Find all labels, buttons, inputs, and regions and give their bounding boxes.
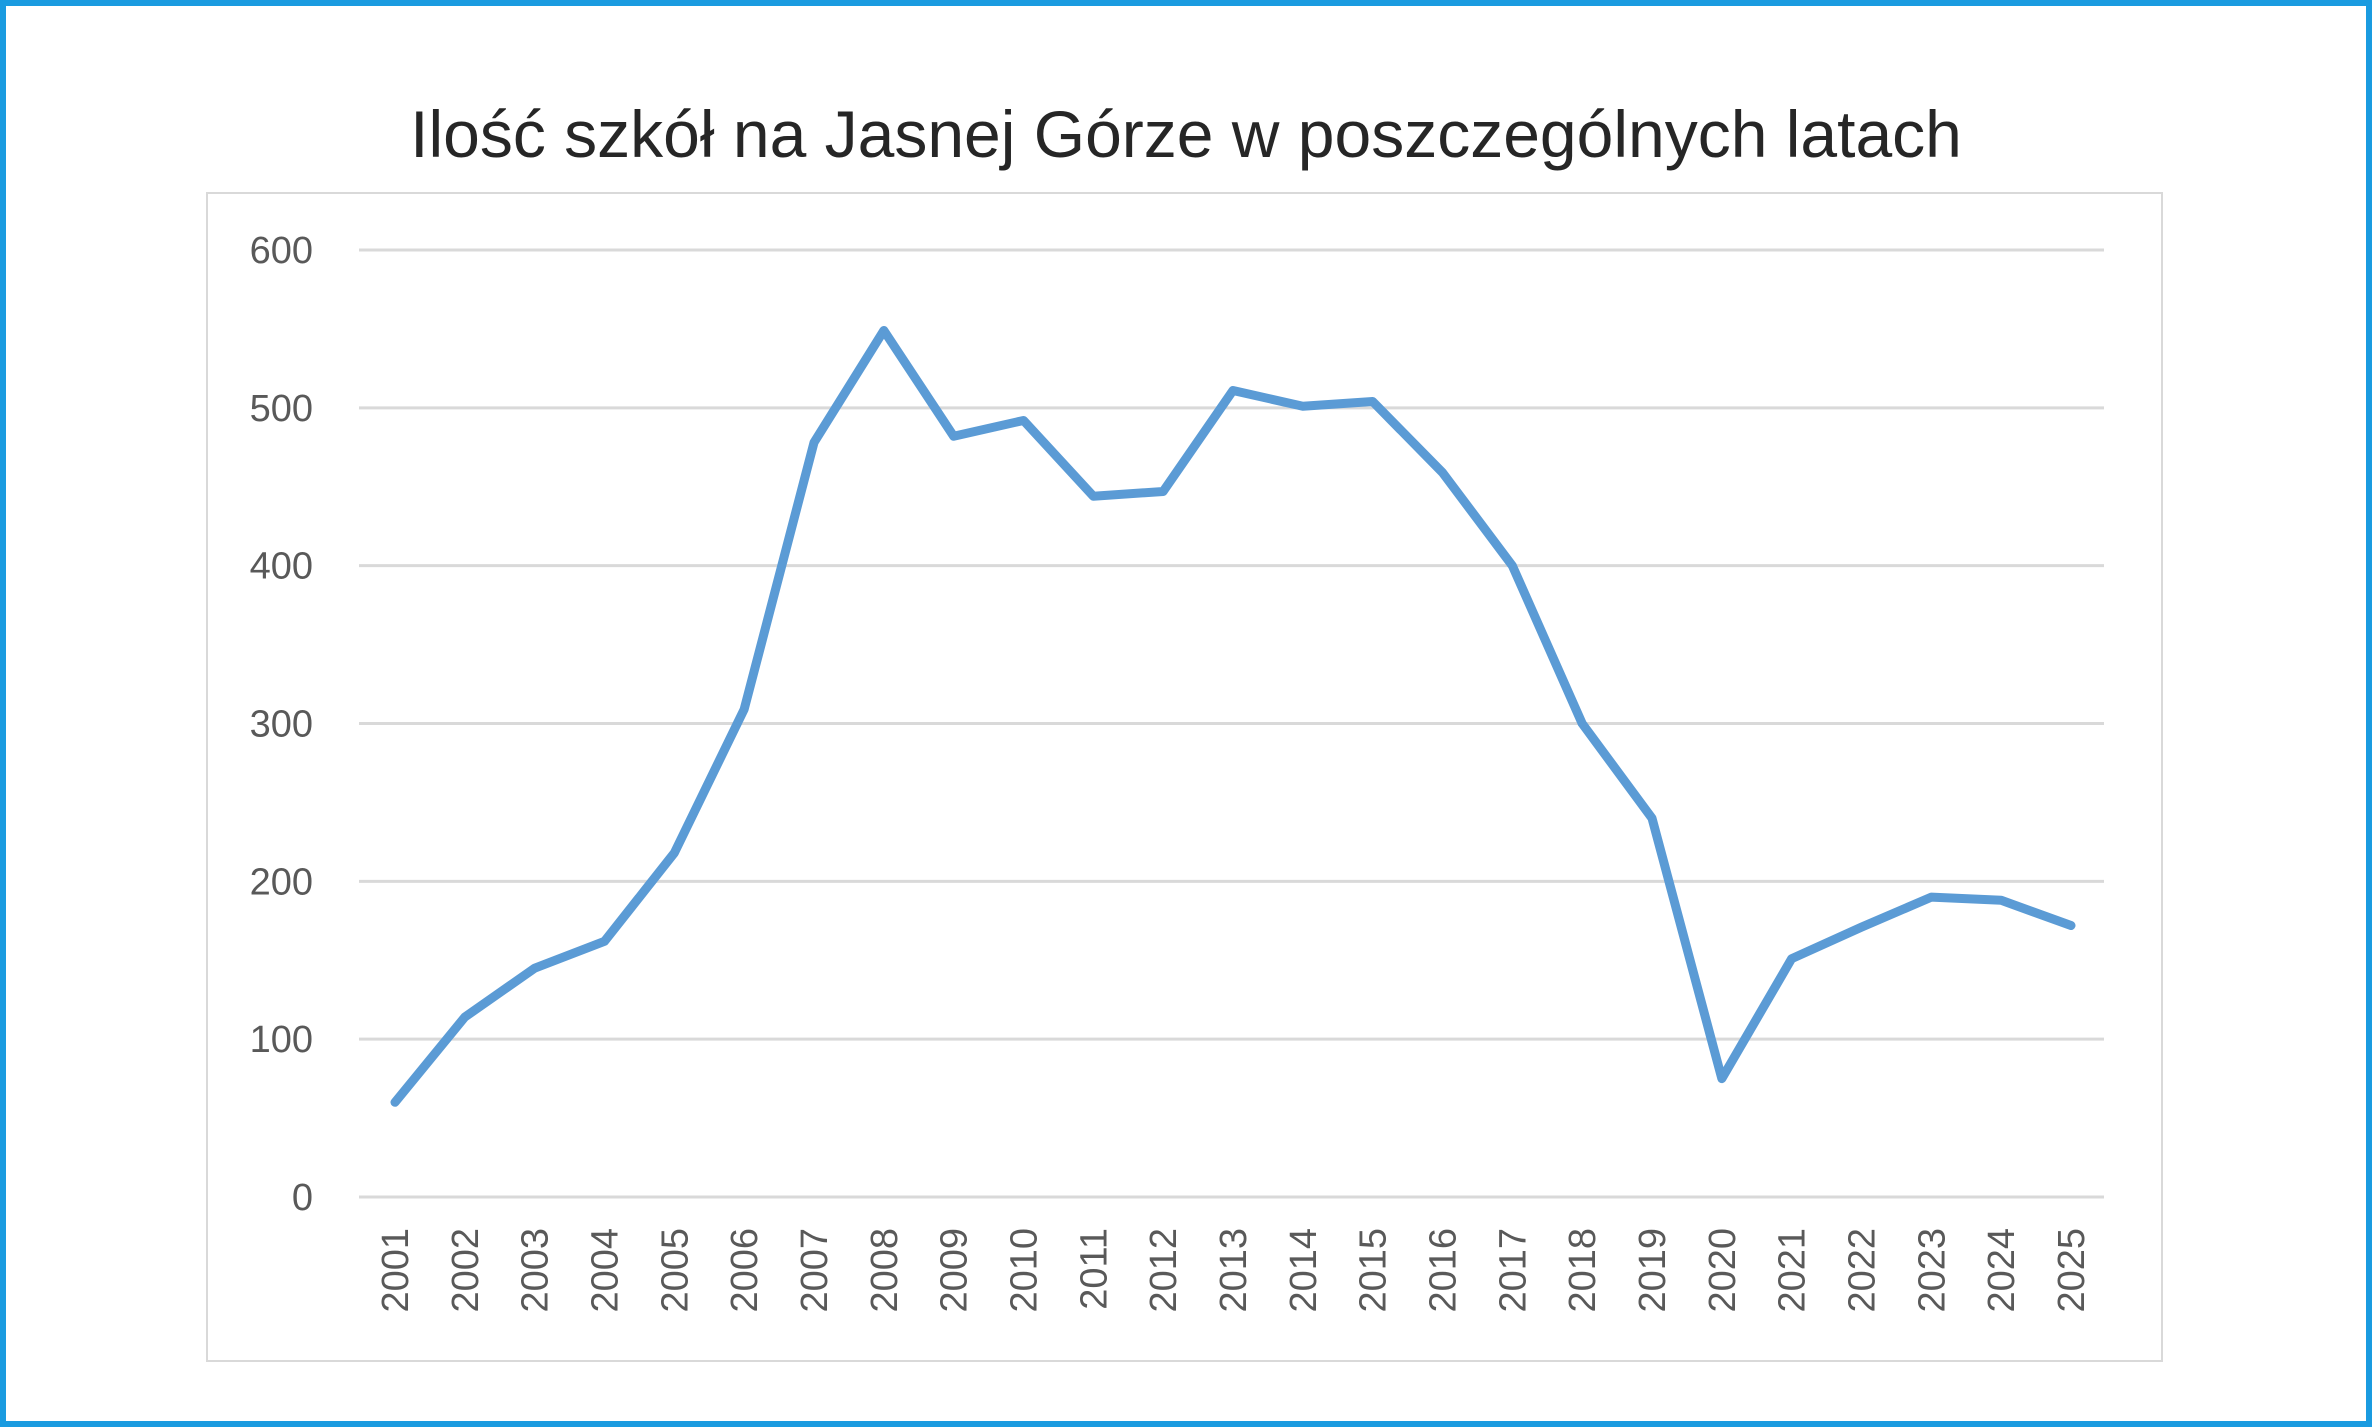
data-point [1232, 389, 1234, 392]
x-tick-label: 2001 [375, 1228, 417, 1313]
data-point [743, 708, 746, 711]
data-point [1581, 722, 1584, 725]
x-tick-label: 2009 [934, 1228, 976, 1313]
data-point [2070, 924, 2072, 927]
x-tick-label: 2002 [445, 1228, 487, 1313]
data-point [1651, 817, 1653, 820]
x-tick-label: 2015 [1353, 1228, 1395, 1313]
x-tick-label: 2012 [1143, 1228, 1185, 1313]
x-tick-label: 2016 [1423, 1228, 1465, 1313]
data-point [533, 967, 536, 970]
data-point [1092, 495, 1095, 498]
data-point [1511, 564, 1514, 567]
data-point [1022, 419, 1025, 422]
y-tick-label: 0 [292, 1177, 313, 1219]
data-point [1790, 957, 1793, 960]
x-tick-label: 2010 [1004, 1228, 1046, 1313]
x-tick-label: 2007 [794, 1228, 836, 1313]
data-point [1441, 471, 1444, 474]
x-tick-label: 2022 [1842, 1228, 1884, 1313]
data-point [394, 1101, 396, 1104]
x-tick-label: 2003 [515, 1228, 557, 1313]
data-point [1301, 405, 1304, 408]
x-tick-label: 2008 [864, 1228, 906, 1313]
x-tick-label: 2024 [1981, 1228, 2023, 1313]
x-tick-label: 2006 [724, 1228, 766, 1313]
data-point [1371, 400, 1374, 403]
x-tick-label: 2004 [585, 1228, 627, 1313]
data-point [1720, 1077, 1723, 1080]
data-point [952, 435, 955, 438]
y-tick-label: 300 [250, 704, 313, 746]
y-tick-label: 100 [250, 1019, 313, 1061]
x-tick-label: 2017 [1492, 1228, 1534, 1313]
chart-title: Ilość szkół na Jasnej Górze w poszczegól… [410, 97, 1962, 171]
y-tick-label: 600 [250, 230, 313, 272]
data-point [673, 851, 676, 854]
y-tick-label: 400 [250, 546, 313, 588]
x-tick-label: 2025 [2051, 1228, 2093, 1313]
data-point [2000, 899, 2003, 902]
x-tick-label: 2013 [1213, 1228, 1255, 1313]
plot-area [206, 192, 2163, 1362]
data-point [1162, 490, 1165, 493]
y-tick-label: 200 [250, 861, 313, 903]
x-tick-label: 2023 [1911, 1228, 1953, 1313]
x-tick-label: 2019 [1632, 1228, 1674, 1313]
data-point [882, 329, 885, 332]
data-point [463, 1016, 466, 1019]
data-point [1930, 896, 1933, 899]
y-tick-label: 500 [250, 388, 313, 430]
x-tick-label: 2005 [654, 1228, 696, 1313]
x-tick-label: 2018 [1562, 1228, 1604, 1313]
data-point [603, 940, 606, 943]
x-tick-label: 2021 [1772, 1228, 1814, 1313]
x-tick-label: 2014 [1283, 1228, 1325, 1313]
series-line [390, 325, 2076, 1107]
data-point [1860, 926, 1863, 929]
data-point [813, 441, 815, 444]
x-tick-label: 2020 [1702, 1228, 1744, 1313]
x-tick-label: 2011 [1073, 1228, 1115, 1310]
